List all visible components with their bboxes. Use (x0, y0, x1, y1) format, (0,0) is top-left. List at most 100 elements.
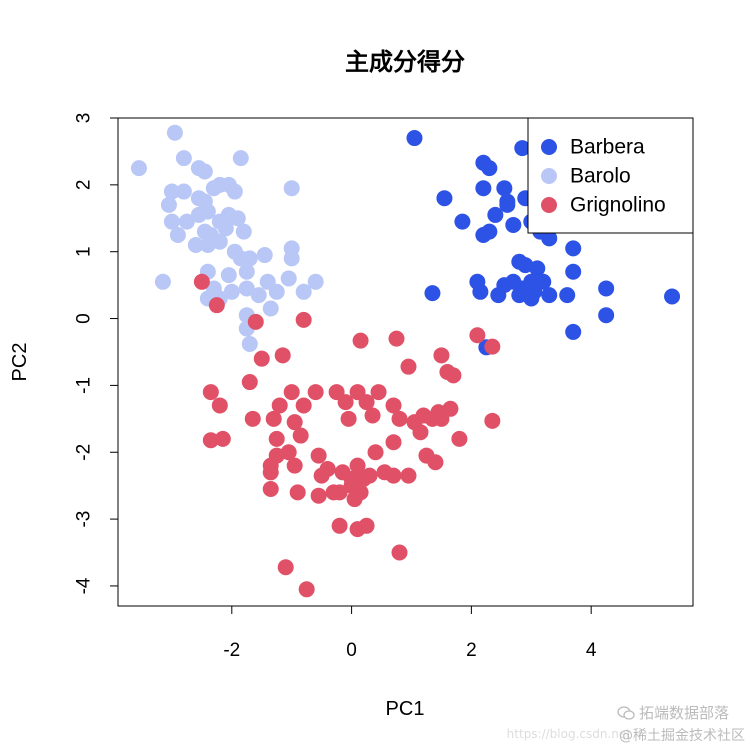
data-point (664, 288, 681, 305)
data-point (475, 180, 492, 197)
data-point (364, 407, 381, 424)
data-point (487, 206, 504, 223)
data-point (481, 160, 498, 177)
watermark-brand: 拓端数据部落 (617, 702, 729, 723)
data-point (475, 226, 492, 243)
data-point (355, 470, 372, 487)
data-point (358, 517, 375, 534)
data-point (385, 397, 402, 414)
data-point (391, 544, 408, 561)
data-point (268, 283, 285, 300)
data-point (307, 384, 324, 401)
y-tick-label: -4 (74, 577, 95, 594)
data-point (388, 330, 405, 347)
data-point (523, 290, 540, 307)
data-point (445, 367, 462, 384)
chart-title: 主成分得分 (345, 48, 465, 76)
data-point (565, 263, 582, 280)
data-point (541, 230, 558, 247)
data-point (400, 467, 417, 484)
data-point (277, 559, 294, 576)
data-point (262, 481, 279, 498)
data-point (154, 273, 171, 290)
x-tick-label: -2 (223, 640, 240, 661)
data-point (295, 283, 312, 300)
data-point (469, 327, 486, 344)
data-point (313, 467, 330, 484)
data-point (283, 250, 300, 267)
data-point (262, 300, 279, 317)
series-barolo (130, 124, 324, 352)
watermark-site: @稀土掘金技术社区 (619, 728, 745, 744)
data-point (238, 280, 255, 297)
data-point (241, 335, 258, 352)
data-point (283, 384, 300, 401)
data-point (430, 404, 447, 421)
data-point (289, 484, 306, 501)
data-point (511, 287, 528, 304)
data-point (598, 307, 615, 324)
wechat-icon (617, 706, 635, 720)
y-tick-label: 3 (74, 113, 95, 124)
y-tick-label: -3 (74, 511, 95, 528)
legend-marker-grignolino (541, 197, 557, 213)
data-point (517, 257, 534, 274)
data-point (280, 270, 297, 287)
x-axis: -2 0 2 4 (223, 605, 597, 661)
data-point (244, 410, 261, 427)
data-point (274, 347, 291, 364)
data-point (283, 180, 300, 197)
y-axis-label: PC2 (9, 343, 31, 382)
data-point (211, 397, 228, 414)
series-grignolino (193, 273, 501, 598)
data-point (196, 163, 213, 180)
data-point (484, 338, 501, 355)
data-point (202, 384, 219, 401)
x-axis-label: PC1 (386, 698, 425, 720)
legend-label-barolo: Barolo (570, 165, 631, 188)
y-tick-label: 1 (74, 246, 95, 257)
data-point (436, 190, 453, 207)
data-point (163, 213, 180, 230)
y-tick-label: -1 (74, 377, 95, 394)
data-point (454, 213, 471, 230)
data-point (358, 394, 375, 411)
x-tick-label: 2 (466, 640, 477, 661)
watermark-url: https://blog.csdn.net (506, 727, 631, 741)
data-point (340, 410, 357, 427)
data-point (292, 427, 309, 444)
data-point (223, 283, 240, 300)
data-point (175, 183, 192, 200)
data-point (175, 150, 192, 167)
data-point (331, 484, 348, 501)
data-point (199, 203, 216, 220)
data-point (169, 226, 186, 243)
data-point (160, 196, 177, 213)
data-point (385, 467, 402, 484)
data-point (178, 213, 195, 230)
data-point (295, 397, 312, 414)
legend-marker-barolo (541, 168, 557, 184)
data-point (217, 220, 234, 237)
data-point (514, 140, 531, 157)
data-point (505, 216, 522, 233)
data-point (262, 464, 279, 481)
data-point (211, 233, 228, 250)
data-point (598, 280, 615, 297)
legend: Barbera Barolo Grignolino (527, 117, 694, 234)
data-point (268, 430, 285, 447)
y-tick-label: 0 (74, 313, 95, 324)
data-point (310, 487, 327, 504)
data-point (202, 432, 219, 449)
data-point (367, 444, 384, 461)
y-axis: -4 -3 -2 -1 0 1 2 3 (74, 113, 119, 594)
data-point (298, 581, 315, 598)
watermark-brand-text: 拓端数据部落 (638, 704, 729, 722)
data-point (433, 347, 450, 364)
data-point (247, 313, 264, 330)
data-point (265, 410, 282, 427)
data-point (499, 196, 516, 213)
legend-marker-barbera (541, 139, 557, 155)
data-point (199, 237, 216, 254)
